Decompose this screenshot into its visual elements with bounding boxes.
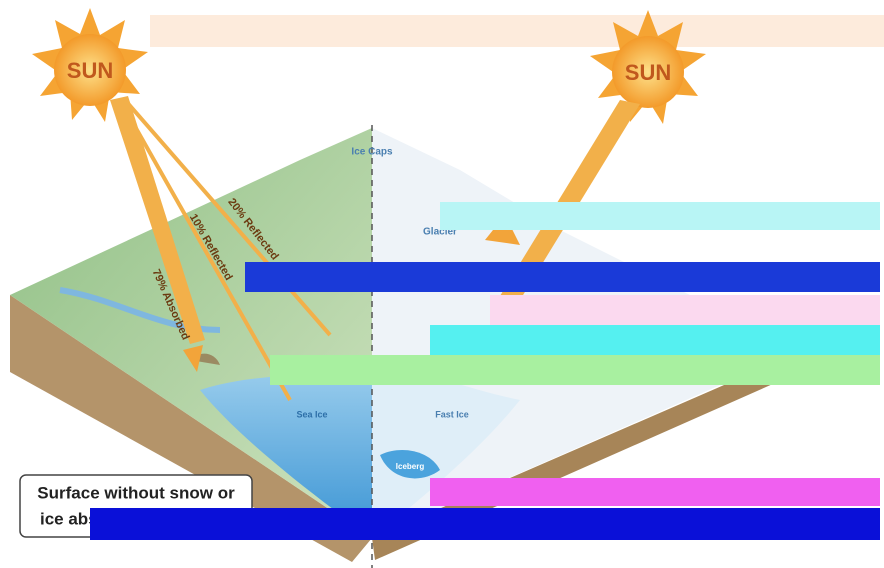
ray-reflected-10 xyxy=(118,99,292,401)
ray-right xyxy=(500,100,640,300)
sun-right: SUN xyxy=(590,10,706,124)
ray-arrow xyxy=(183,345,203,372)
place-label: Sea Ice xyxy=(296,409,327,419)
header-band xyxy=(150,15,884,47)
caption-text: Surface without snow or xyxy=(37,483,235,502)
sun-label: SUN xyxy=(67,58,113,83)
glitch xyxy=(440,202,880,230)
ray-reflected-20 xyxy=(123,98,332,337)
place-label: Fast Ice xyxy=(435,409,469,419)
glitch xyxy=(90,508,880,540)
glitch xyxy=(490,295,880,325)
place-label: Glacier xyxy=(423,227,457,238)
glitch xyxy=(270,355,880,385)
sun-left: SUN xyxy=(32,8,148,122)
place-label: Ice Caps xyxy=(351,147,393,158)
glitch xyxy=(245,262,880,292)
iceberg-water xyxy=(380,450,440,479)
fast-ice xyxy=(372,360,520,538)
place-label: Iceberg xyxy=(396,462,425,471)
soil-left xyxy=(10,295,372,562)
glitch xyxy=(430,325,880,355)
glitch xyxy=(430,478,880,506)
sun-label: SUN xyxy=(625,60,671,85)
sea xyxy=(200,360,372,538)
ray-absorbed xyxy=(110,96,205,344)
